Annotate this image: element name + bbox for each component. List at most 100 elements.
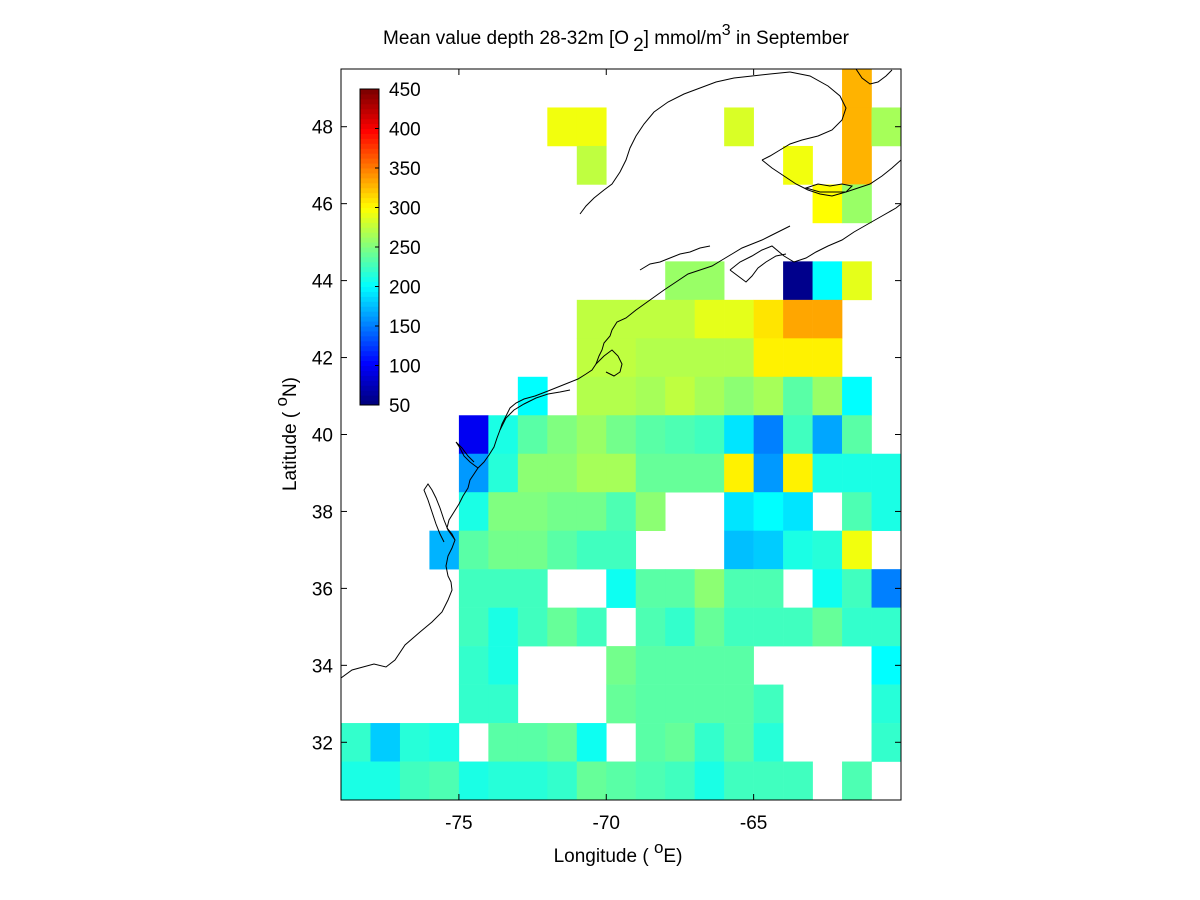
colorbar-step [360, 123, 379, 129]
x-axis: -75 -70 -65 [445, 69, 767, 834]
heatmap-cell [783, 338, 813, 378]
colorbar-step [360, 232, 379, 238]
heatmap-cell [606, 492, 637, 531]
heatmap-cell [812, 415, 843, 455]
heatmap-cell [576, 107, 607, 147]
colorbar-step [360, 256, 379, 263]
colorbar-step [360, 266, 379, 273]
heatmap-cell [576, 415, 607, 455]
heatmap-cell [812, 261, 843, 301]
heatmap-cell [724, 761, 754, 800]
colorbar-gradient [360, 89, 379, 406]
colorbar-step [360, 345, 379, 352]
heatmap-cell [429, 723, 460, 762]
heatmap-cell [488, 492, 519, 531]
colorbar-tick-label: 300 [389, 199, 421, 220]
heatmap-cell [665, 415, 695, 455]
heatmap-cell [871, 453, 901, 493]
coastline-maine-islands [639, 245, 711, 271]
heatmap-cell [635, 299, 666, 339]
colorbar-tick-label: 400 [389, 120, 421, 141]
heatmap-cell [783, 761, 813, 800]
colorbar-step [360, 395, 379, 401]
coastline-pei [804, 183, 854, 193]
colorbar-step [360, 271, 379, 278]
colorbar-tick-label: 200 [389, 278, 421, 299]
y-tick-label: 40 [312, 426, 333, 447]
colorbar-step [360, 390, 379, 396]
colorbar-step [360, 133, 379, 139]
colorbar-step [360, 89, 379, 95]
heatmap-cell [429, 838, 459, 877]
y-tick-label: 42 [312, 349, 333, 370]
colorbar-step [360, 355, 379, 362]
heatmap-cell [665, 376, 695, 416]
heatmap-cell [517, 723, 548, 762]
heatmap-cell [724, 415, 754, 455]
x-axis-label: Longitude ( oE) [554, 838, 683, 867]
heatmap-cell [488, 761, 519, 800]
heatmap-cell [606, 646, 637, 685]
heatmap-cell [488, 453, 519, 493]
heatmap-cell [783, 415, 813, 455]
y-label-superscript: o [272, 397, 291, 406]
heatmap-cell [753, 607, 784, 647]
colorbar-step [360, 316, 379, 322]
heatmap-cell [312, 838, 342, 877]
heatmap-cell [694, 684, 725, 724]
heatmap-cell [665, 607, 695, 647]
coastline-cape-cod [595, 349, 623, 377]
y-tick-label: 48 [312, 118, 333, 139]
heatmap-cell [488, 569, 519, 608]
heatmap-cell [488, 838, 518, 877]
heatmap-cell [517, 530, 548, 570]
colorbar-step [360, 306, 379, 312]
x-tick-label: -75 [445, 813, 472, 834]
colorbar-ticks: 50 100 150 200 250 300 350 400 450 [375, 80, 421, 417]
heatmap-cell [695, 800, 725, 839]
heatmap-cell [547, 530, 578, 570]
colorbar-step [360, 192, 379, 199]
colorbar-step [360, 182, 379, 189]
heatmap-cell [694, 723, 725, 762]
heatmap-cell [488, 800, 518, 839]
coastline-bay-of-fundy [729, 253, 787, 283]
heatmap-cell [635, 376, 666, 416]
heatmap-cell [341, 761, 342, 800]
heatmap-cell [517, 761, 548, 800]
heatmap-cell [842, 492, 872, 531]
chart-title: Mean value depth 28-32m [O 2] mmol/m3 in … [383, 22, 850, 56]
heatmap-cell [341, 761, 371, 800]
heatmap-cell [517, 607, 548, 647]
colorbar-step [360, 153, 379, 159]
colorbar-step [360, 242, 379, 248]
heatmap-cell [488, 723, 519, 762]
heatmap-cell [753, 338, 784, 378]
colorbar-step [360, 340, 379, 347]
x-label-superscript: o [654, 838, 663, 857]
heatmap-cell [783, 299, 813, 339]
heatmap-cell [812, 338, 843, 378]
colorbar-step [360, 207, 379, 213]
heatmap-cell [665, 261, 695, 301]
heatmap-cell [458, 453, 489, 493]
heatmap-cell [576, 299, 607, 339]
heatmap-cell [370, 800, 400, 839]
colorbar-step [360, 202, 379, 208]
heatmap-cells [312, 69, 902, 877]
heatmap-cell [842, 107, 872, 147]
y-tick-label: 44 [312, 272, 334, 293]
heatmap-cell [547, 723, 578, 762]
heatmap-cell [783, 376, 813, 416]
heatmap-cell [458, 492, 489, 531]
heatmap-cell [517, 569, 548, 608]
heatmap-cell [694, 415, 725, 455]
y-tick-label: 36 [312, 579, 333, 600]
coastline-delaware [455, 441, 479, 469]
heatmap-cell [872, 838, 902, 877]
colorbar-step [360, 197, 379, 204]
x-tick-label: -65 [740, 813, 767, 834]
coastline-atlantic [341, 225, 791, 679]
heatmap-cell [724, 723, 754, 762]
